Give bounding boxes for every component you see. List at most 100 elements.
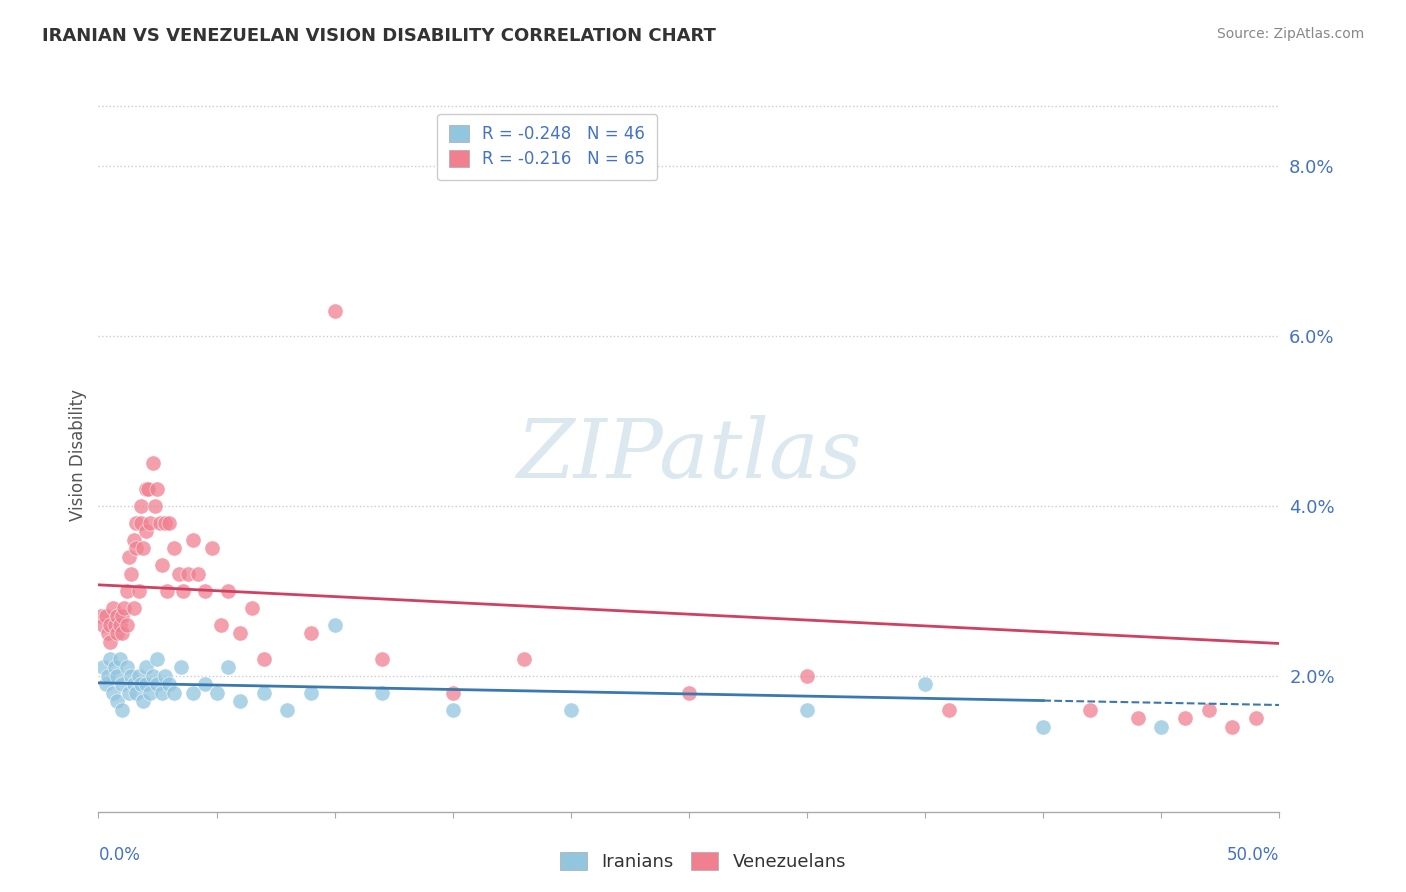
Point [105,626,128,640]
Point [105,669,128,683]
Point [253,652,276,666]
Point [194,677,217,691]
Legend: R = -0.248   N = 46, R = -0.216   N = 65: R = -0.248 N = 46, R = -0.216 N = 65 [437,113,657,180]
Point [90,609,112,624]
Point [129,677,152,691]
Point [181,686,204,700]
Point [125,516,148,530]
Point [914,677,936,691]
Point [323,617,346,632]
Legend: Iranians, Venezuelans: Iranians, Venezuelans [553,845,853,879]
Point [149,516,172,530]
Point [97,669,120,683]
Point [796,669,818,683]
Point [170,660,193,674]
Point [135,482,157,496]
Point [112,600,135,615]
Point [121,566,143,581]
Point [1198,703,1220,717]
Point [299,626,322,640]
Point [512,652,534,666]
Point [98,617,121,632]
Text: 50.0%: 50.0% [1227,846,1279,863]
Point [146,482,169,496]
Point [125,541,148,556]
Point [101,600,124,615]
Point [156,583,179,598]
Point [205,686,228,700]
Point [146,652,169,666]
Point [157,677,180,691]
Point [111,703,134,717]
Point [91,660,114,674]
Text: IRANIAN VS VENEZUELAN VISION DISABILITY CORRELATION CHART: IRANIAN VS VENEZUELAN VISION DISABILITY … [42,27,716,45]
Point [441,686,464,700]
Point [105,609,128,624]
Point [105,694,128,708]
Point [101,686,124,700]
Point [299,686,322,700]
Point [122,600,145,615]
Point [125,686,148,700]
Point [128,669,150,683]
Point [371,686,394,700]
Point [122,677,145,691]
Point [371,652,394,666]
Text: ZIPatlas: ZIPatlas [516,415,862,495]
Point [167,566,190,581]
Point [172,583,194,598]
Point [253,686,276,700]
Point [104,617,127,632]
Point [1174,711,1197,725]
Point [132,541,155,556]
Point [136,482,159,496]
Point [115,660,138,674]
Point [94,677,117,691]
Point [135,524,157,539]
Point [153,669,176,683]
Point [108,652,131,666]
Point [938,703,960,717]
Point [150,686,173,700]
Point [1126,711,1149,725]
Point [276,703,298,717]
Point [121,669,143,683]
Point [177,566,200,581]
Point [143,499,166,513]
Point [142,457,165,471]
Point [94,609,117,624]
Point [98,652,121,666]
Point [441,703,464,717]
Point [91,617,114,632]
Point [163,686,186,700]
Point [181,533,204,547]
Point [1244,711,1267,725]
Point [111,609,134,624]
Point [108,617,131,632]
Point [194,583,217,598]
Point [229,626,252,640]
Point [98,635,121,649]
Point [209,617,232,632]
Text: 0.0%: 0.0% [98,846,141,863]
Point [1032,720,1054,734]
Point [796,703,818,717]
Point [217,660,239,674]
Point [104,660,127,674]
Point [97,626,120,640]
Point [142,669,165,683]
Point [323,303,346,318]
Point [187,566,209,581]
Point [118,549,141,564]
Point [201,541,224,556]
Point [128,583,150,598]
Point [240,600,263,615]
Point [229,694,252,708]
Point [122,533,145,547]
Point [115,583,138,598]
Point [139,516,162,530]
Point [1080,703,1102,717]
Point [129,499,152,513]
Point [153,516,176,530]
Point [135,677,157,691]
